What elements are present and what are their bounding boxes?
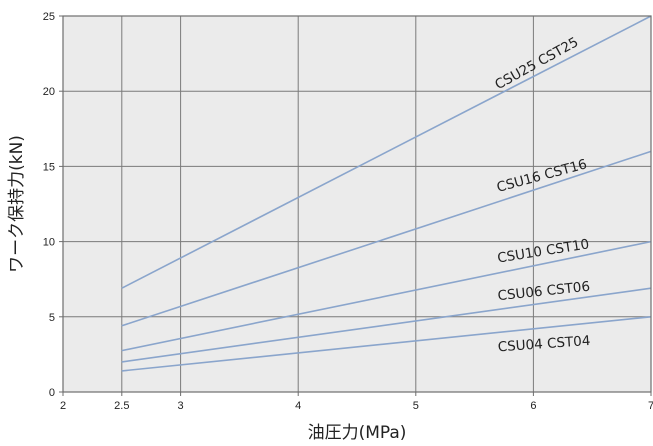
x-tick-label: 4 [295,400,301,412]
series-line-csu04-cst04 [121,316,652,372]
series-label-csu04-cst04: CSU04 CST04 [497,333,591,355]
grid-lines [63,16,651,392]
x-tick-label: 5 [413,400,419,412]
x-tick-label: 3 [178,400,184,412]
x-tick-label: 2 [60,400,66,412]
y-tick-label: 10 [43,237,55,249]
plot-frame [62,15,652,393]
y-tick-label: 25 [43,11,55,23]
x-axis-label: 油圧力(MPa) [308,423,407,443]
y-axis-ticks: 0 5 10 15 20 25 [43,11,63,399]
series-line-csu16-cst16 [121,150,652,327]
series-line-csu25-cst25 [121,15,652,289]
x-tick-label: 6 [530,400,536,412]
x-tick-label: 7 [648,400,653,412]
series-line-csu06-cst06 [121,287,652,363]
y-tick-label: 0 [49,387,55,399]
y-tick-label: 20 [43,86,55,98]
x-tick-label: 2.5 [114,400,129,412]
y-tick-label: 5 [49,312,55,324]
y-axis-label: ワーク保持力(kN) [7,135,27,273]
series-line-csu10-cst10 [121,240,652,352]
series-lines [121,15,652,372]
x-axis-ticks: 2 2.5 3 4 5 6 7 [60,392,653,412]
y-tick-label: 15 [43,161,55,173]
